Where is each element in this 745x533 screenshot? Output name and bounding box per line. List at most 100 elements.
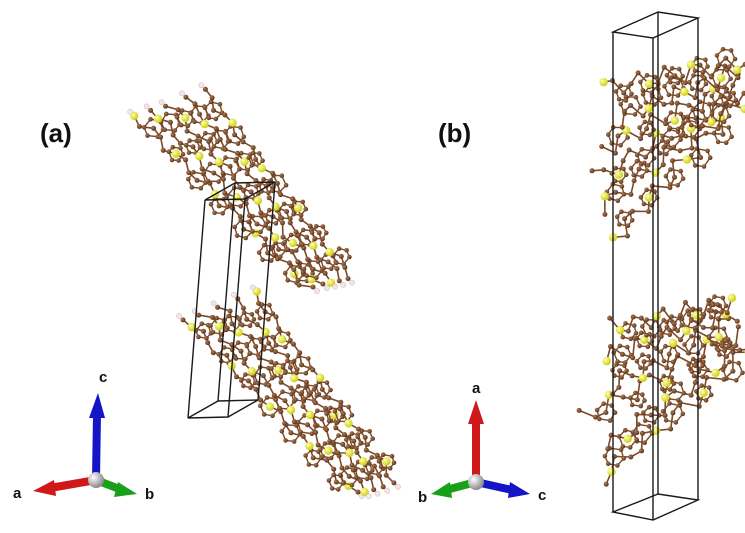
carbon-atom: [678, 137, 683, 142]
carbon-atom: [243, 356, 248, 362]
carbon-atom: [264, 395, 270, 400]
carbon-atom: [691, 373, 697, 379]
carbon-atom: [721, 119, 727, 125]
carbon-atom: [285, 353, 291, 359]
carbon-atom: [160, 147, 166, 153]
carbon-atom: [691, 73, 696, 78]
sulfur-atom: [181, 113, 190, 123]
carbon-atom: [338, 399, 344, 405]
carbon-atom: [342, 432, 348, 438]
sulfur-atom: [640, 335, 649, 344]
sulfur-atom: [686, 60, 696, 69]
carbon-atom: [178, 122, 184, 128]
carbon-atom: [286, 260, 292, 266]
carbon-atom: [670, 410, 676, 416]
carbon-atom: [620, 394, 626, 400]
carbon-atom: [256, 182, 262, 188]
carbon-atom: [172, 128, 178, 133]
carbon-atom: [646, 404, 652, 410]
carbon-atom: [294, 248, 299, 253]
carbon-atom: [660, 386, 665, 392]
carbon-atom: [672, 174, 677, 180]
carbon-atom: [261, 242, 267, 248]
carbon-atom: [211, 170, 217, 176]
sulfur-atom: [682, 326, 691, 336]
carbon-atom: [629, 218, 635, 223]
carbon-atom: [331, 472, 337, 478]
hydrogen-atom: [365, 493, 372, 499]
carbon-atom: [220, 170, 226, 176]
carbon-atom: [624, 172, 629, 178]
carbon-atom: [703, 81, 709, 87]
carbon-atom: [220, 211, 225, 216]
sulfur-atom: [240, 157, 249, 166]
carbon-atom: [210, 330, 216, 335]
carbon-atom: [337, 472, 343, 478]
carbon-atom: [699, 383, 704, 388]
carbon-atom: [141, 125, 147, 130]
carbon-atom: [718, 111, 724, 117]
carbon-atom: [682, 342, 687, 347]
carbon-atom: [616, 97, 622, 102]
sulfur-atom: [699, 388, 708, 398]
carbon-atom: [667, 401, 672, 406]
carbon-atom: [698, 87, 704, 93]
carbon-atom: [166, 149, 172, 154]
carbon-atom: [291, 419, 297, 425]
carbon-atom: [677, 312, 683, 318]
carbon-atom: [380, 484, 386, 490]
carbon-atom: [338, 253, 344, 259]
carbon-atom: [288, 232, 294, 238]
carbon-atom: [201, 146, 207, 152]
carbon-atom: [661, 101, 667, 107]
carbon-atom: [163, 103, 168, 109]
carbon-atom: [259, 214, 264, 219]
carbon-atom: [701, 311, 707, 317]
sulfur-atom: [600, 192, 609, 201]
carbon-atom: [648, 112, 654, 118]
carbon-atom: [617, 222, 622, 227]
carbon-atom: [716, 347, 721, 353]
sulfur-atom: [171, 149, 180, 158]
sulfur-atom: [661, 393, 670, 402]
sulfur-atom: [214, 157, 223, 166]
carbon-atom: [314, 254, 320, 260]
carbon-atom: [668, 110, 674, 115]
carbon-atom: [628, 165, 634, 171]
carbon-atom: [231, 175, 236, 181]
carbon-atom: [355, 489, 361, 495]
carbon-atom: [310, 271, 315, 276]
sulfur-atom: [662, 378, 671, 388]
carbon-atom: [710, 325, 715, 331]
carbon-atom: [198, 185, 204, 191]
carbon-atom: [240, 139, 246, 145]
carbon-atom: [704, 375, 709, 380]
carbon-atom: [714, 53, 720, 58]
carbon-atom: [197, 145, 203, 150]
carbon-atom: [640, 324, 645, 329]
carbon-atom: [669, 66, 675, 71]
carbon-atom: [313, 462, 319, 468]
carbon-atom: [300, 242, 305, 247]
carbon-atom: [197, 138, 203, 144]
carbon-atom: [668, 75, 674, 80]
carbon-atom: [724, 310, 730, 316]
carbon-atom: [270, 413, 275, 419]
carbon-atom: [720, 131, 726, 137]
carbon-atom: [303, 206, 309, 212]
carbon-atom: [241, 310, 247, 315]
carbon-atom: [733, 97, 739, 103]
carbon-atom: [709, 111, 715, 116]
carbon-atom: [726, 125, 731, 130]
carbon-atom: [290, 196, 296, 202]
carbon-atom: [312, 400, 318, 406]
hydrogen-atom: [340, 282, 347, 288]
carbon-atom: [311, 387, 317, 392]
carbon-atom: [235, 340, 241, 345]
carbon-atom: [371, 487, 377, 493]
carbon-atom: [315, 442, 321, 448]
sulfur-atom: [599, 77, 608, 87]
carbon-atom: [164, 111, 169, 117]
carbon-atom: [269, 347, 275, 353]
carbon-atom: [706, 335, 712, 340]
